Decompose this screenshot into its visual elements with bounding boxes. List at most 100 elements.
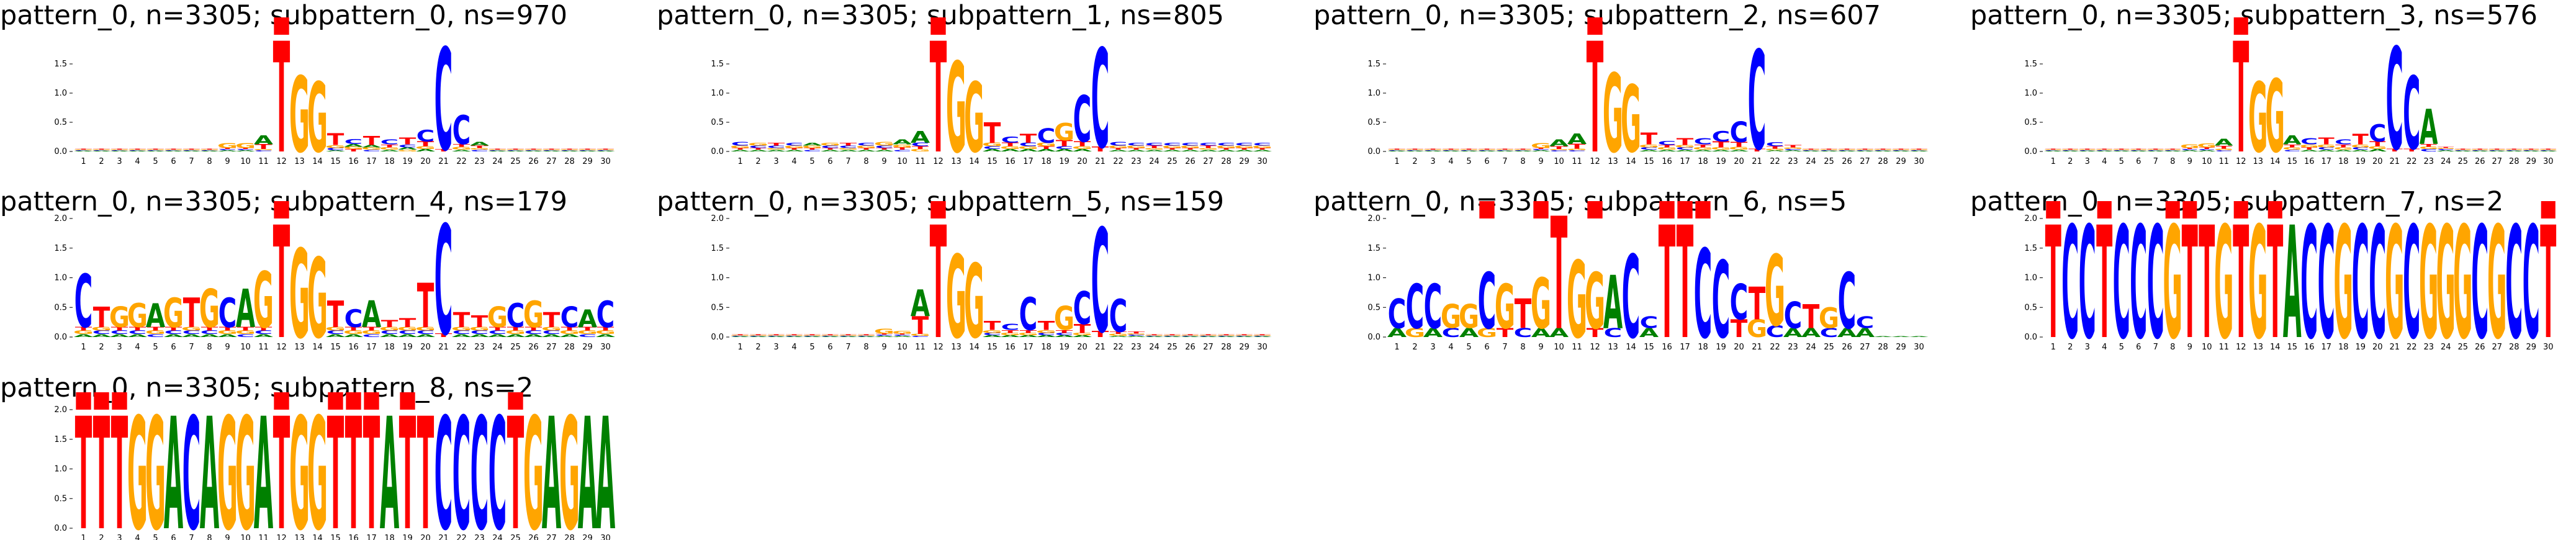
letter-g: G [946,233,966,365]
letter-t: T [2148,149,2164,150]
letter-a: A [857,336,876,338]
letter-c: C [200,330,219,335]
letter-t: T [525,149,543,150]
letter-a: A [1163,149,1182,152]
highlight-marker [2268,201,2282,218]
letter-t: T [1002,329,1019,334]
x-tick-label: 11 [258,157,269,166]
x-tick-label: 28 [2509,343,2520,352]
letter-c: C [2523,194,2540,373]
letter-a: A [380,333,400,338]
x-tick-label: 7 [2153,157,2158,166]
letter-c: C [1532,149,1551,151]
x-tick-label: 28 [2509,157,2520,166]
letter-g: G [838,335,858,336]
letter-a: A [218,150,238,152]
letter-t: T [1587,11,1604,188]
x-tick-label: 18 [384,343,395,352]
letter-c: C [453,107,471,153]
letter-t: T [111,326,128,331]
highlight-marker [930,17,946,35]
letter-a: A [1405,151,1425,152]
y-tick-label: 0.5 [54,494,67,503]
letter-a: A [164,385,183,540]
x-tick-label: 25 [510,343,521,352]
x-tick-label: 23 [2423,157,2434,166]
letter-g: G [577,150,598,151]
letter-a: A [1873,336,1893,338]
y-tick-label: 1.5 [54,244,67,253]
x-tick-label: 1 [81,157,86,166]
x-tick-label: 22 [1770,343,1780,352]
letter-a: A [146,298,165,335]
letter-t: T [768,142,785,147]
letter-c: C [471,330,489,335]
x-tick-label: 16 [2304,343,2315,352]
letter-a: A [452,149,472,152]
letter-t: T [984,319,1001,333]
letter-c: C [1127,335,1146,336]
x-tick-label: 5 [2119,157,2124,166]
letter-t: T [930,194,947,374]
letter-t: T [129,149,146,150]
letter-c: C [1640,313,1659,333]
letter-t: T [1389,149,1406,150]
x-tick-label: 11 [258,534,269,540]
x-tick-label: 27 [2492,343,2502,352]
letter-a: A [2215,137,2233,148]
x-tick-label: 19 [1716,343,1726,352]
letter-a: A [749,336,768,338]
letter-t: T [435,148,453,152]
letter-t: T [2045,194,2061,373]
letter-t: T [2182,194,2198,373]
letter-g: G [1909,150,1929,151]
letter-c: C [579,150,597,151]
x-tick-label: 11 [915,157,925,166]
letter-t: T [2455,149,2472,150]
letter-t: T [2062,149,2079,150]
logo-chart: 0.00.51.01.52.0ACGTACGTACGTACGTACGTACGTA… [711,194,1272,374]
letter-t: T [2540,149,2557,150]
logo-panel: pattern_0, n=3305; subpattern_3, ns=576 … [1970,0,2566,188]
letter-a: A [344,143,364,148]
letter-c: C [1001,323,1020,332]
letter-g: G [127,150,148,151]
y-tick-label: 0.5 [54,303,67,312]
x-tick-label: 12 [933,343,943,352]
letter-g: G [253,255,274,345]
letter-a: A [164,333,184,338]
letter-g: G [397,149,418,152]
letter-t: T [1497,326,1514,340]
letter-a: A [92,333,112,338]
x-tick-label: 10 [1554,343,1564,352]
letter-a: A [767,336,786,338]
x-tick-label: 28 [1878,157,1888,166]
letter-c: C [2130,150,2147,151]
x-tick-label: 25 [1167,343,1178,352]
letter-t: T [1443,149,1460,150]
letter-g: G [2180,143,2199,149]
x-tick-label: 21 [1752,343,1762,352]
letter-g: G [2453,194,2472,373]
letter-t: T [1056,139,1073,148]
x-tick-label: 3 [2085,343,2090,352]
letter-c: C [911,336,930,338]
letter-t: T [597,149,615,150]
letter-t: T [1425,149,1442,150]
letter-g: G [1891,150,1911,151]
letter-g: G [1108,145,1128,149]
letter-t: T [840,335,857,336]
letter-t: T [471,145,489,149]
letter-t: T [876,148,893,151]
letter-c: C [399,330,417,335]
x-tick-label: 25 [510,157,521,166]
x-tick-label: 21 [438,343,449,352]
letter-g: G [820,335,840,336]
letter-a: A [560,151,579,152]
letter-a: A [182,333,202,338]
letter-g: G [766,148,786,151]
panel-title: pattern_0, n=3305; subpattern_6, ns=5 [1313,186,1847,217]
x-tick-label: 1 [2051,343,2056,352]
letter-c: C [875,335,894,336]
